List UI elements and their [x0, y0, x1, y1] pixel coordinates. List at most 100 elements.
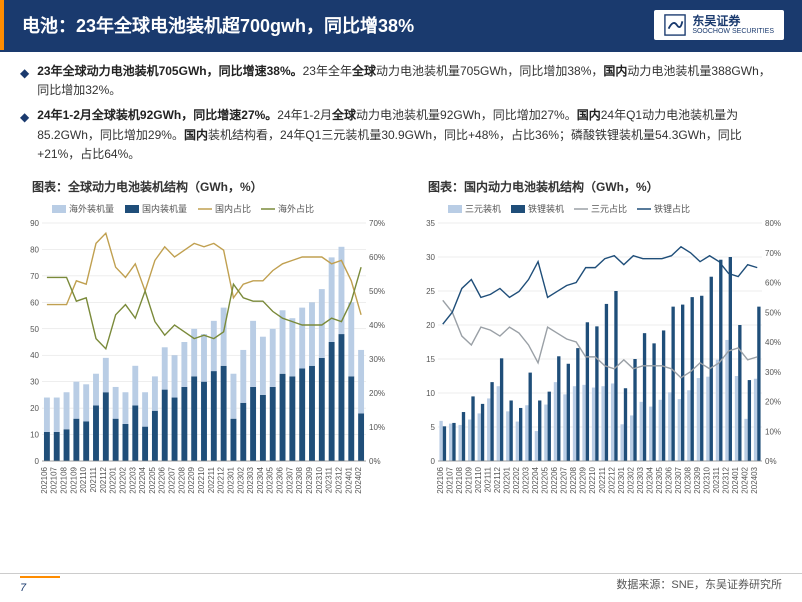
svg-text:70%: 70% — [765, 249, 781, 258]
svg-text:202211: 202211 — [598, 466, 607, 493]
svg-text:10: 10 — [30, 430, 39, 439]
svg-text:202305: 202305 — [266, 466, 275, 493]
svg-text:202202: 202202 — [118, 466, 127, 493]
data-source: 数据来源：SNE，东吴证券研究所 — [616, 576, 782, 594]
svg-text:40: 40 — [30, 351, 39, 360]
svg-text:5: 5 — [431, 423, 436, 432]
svg-text:202307: 202307 — [674, 466, 683, 493]
svg-text:202205: 202205 — [541, 466, 550, 493]
svg-text:20%: 20% — [765, 397, 781, 406]
chart-left-col: 图表：全球动力电池装机结构（GWh，%） 海外装机量国内装机量国内占比海外占比0… — [12, 174, 400, 544]
svg-text:202306: 202306 — [664, 466, 673, 493]
svg-text:202201: 202201 — [109, 466, 118, 493]
svg-text:30%: 30% — [369, 355, 385, 364]
slide-title: 电池：23年全球电池装机超700gwh，同比增38% — [22, 12, 414, 38]
svg-text:202312: 202312 — [334, 466, 343, 493]
diamond-icon: ◆ — [20, 108, 29, 164]
svg-text:20: 20 — [426, 321, 435, 330]
svg-text:202312: 202312 — [722, 466, 731, 493]
svg-text:202302: 202302 — [236, 466, 245, 493]
svg-text:15: 15 — [426, 355, 435, 364]
svg-text:202107: 202107 — [50, 466, 59, 493]
svg-text:202305: 202305 — [655, 466, 664, 493]
bullet-text-2: 24年1-2月全球装机92GWh，同比增速27%。24年1-2月全球动力电池装机… — [37, 106, 782, 164]
logo-icon — [664, 14, 686, 36]
svg-text:80: 80 — [30, 245, 39, 254]
svg-text:202111: 202111 — [483, 466, 492, 492]
svg-text:30%: 30% — [765, 368, 781, 377]
svg-text:三元装机: 三元装机 — [465, 203, 501, 214]
svg-text:202403: 202403 — [750, 466, 759, 493]
svg-text:10%: 10% — [765, 427, 781, 436]
svg-text:202108: 202108 — [455, 466, 464, 493]
svg-text:海外装机量: 海外装机量 — [69, 203, 114, 214]
svg-text:202304: 202304 — [645, 466, 654, 493]
svg-text:202204: 202204 — [138, 466, 147, 493]
svg-text:202306: 202306 — [276, 466, 285, 493]
svg-text:202301: 202301 — [226, 466, 235, 493]
svg-text:202311: 202311 — [325, 466, 334, 493]
svg-text:202110: 202110 — [474, 466, 483, 493]
svg-text:202202: 202202 — [512, 466, 521, 493]
svg-text:70%: 70% — [369, 219, 385, 228]
svg-text:202108: 202108 — [60, 466, 69, 493]
svg-text:50%: 50% — [765, 308, 781, 317]
svg-text:90: 90 — [30, 219, 39, 228]
svg-text:30: 30 — [30, 378, 39, 387]
svg-text:202205: 202205 — [148, 466, 157, 493]
svg-text:202112: 202112 — [493, 466, 502, 493]
svg-text:202307: 202307 — [285, 466, 294, 493]
svg-text:202204: 202204 — [531, 466, 540, 493]
svg-text:202308: 202308 — [295, 466, 304, 493]
svg-text:202310: 202310 — [315, 466, 324, 493]
svg-text:50%: 50% — [369, 287, 385, 296]
bullet-section: ◆ 23年全球动力电池装机705GWh，同比增速38%。23年全年全球动力电池装… — [0, 52, 802, 174]
svg-text:202211: 202211 — [207, 466, 216, 493]
svg-text:202309: 202309 — [693, 466, 702, 493]
svg-text:202208: 202208 — [569, 466, 578, 493]
logo-text-en: SOOCHOW SECURITIES — [692, 28, 774, 36]
svg-text:202209: 202209 — [187, 466, 196, 493]
svg-text:202302: 202302 — [626, 466, 635, 493]
svg-text:202109: 202109 — [69, 466, 78, 493]
svg-text:40%: 40% — [369, 321, 385, 330]
svg-text:202212: 202212 — [607, 466, 616, 493]
svg-text:30: 30 — [426, 253, 435, 262]
slide-header: 电池：23年全球电池装机超700gwh，同比增38% 东吴证券 SOOCHOW … — [0, 0, 802, 50]
svg-text:202109: 202109 — [464, 466, 473, 493]
svg-text:10: 10 — [426, 389, 435, 398]
svg-text:35: 35 — [426, 219, 435, 228]
svg-text:202210: 202210 — [588, 466, 597, 493]
svg-text:202107: 202107 — [445, 466, 454, 493]
svg-text:202207: 202207 — [560, 466, 569, 493]
chart2-svg: 三元装机铁锂装机三元占比铁锂占比051015202530350%10%20%30… — [408, 199, 796, 539]
page-number: 7 — [20, 576, 60, 594]
svg-text:202203: 202203 — [128, 466, 137, 493]
chart1-title: 图表：全球动力电池装机结构（GWh，%） — [32, 178, 400, 195]
svg-text:202106: 202106 — [436, 466, 445, 493]
chart-right-col: 图表：国内动力电池装机结构（GWh，%） 三元装机铁锂装机三元占比铁锂占比051… — [408, 174, 796, 544]
svg-text:202303: 202303 — [636, 466, 645, 493]
svg-text:20: 20 — [30, 404, 39, 413]
chart1-svg: 海外装机量国内装机量国内占比海外占比01020304050607080900%1… — [12, 199, 400, 539]
svg-text:202209: 202209 — [579, 466, 588, 493]
svg-text:202311: 202311 — [712, 466, 721, 493]
svg-text:202208: 202208 — [177, 466, 186, 493]
charts-row: 图表：全球动力电池装机结构（GWh，%） 海外装机量国内装机量国内占比海外占比0… — [0, 174, 802, 544]
svg-text:铁锂装机: 铁锂装机 — [528, 203, 564, 214]
svg-text:202402: 202402 — [354, 466, 363, 493]
svg-text:202111: 202111 — [89, 466, 98, 492]
svg-text:202106: 202106 — [40, 466, 49, 493]
bullet-text-1: 23年全球动力电池装机705GWh，同比增速38%。23年全年全球动力电池装机量… — [37, 62, 782, 100]
footer-divider — [0, 573, 802, 574]
svg-text:三元占比: 三元占比 — [591, 203, 627, 214]
diamond-icon: ◆ — [20, 64, 29, 100]
svg-text:202110: 202110 — [79, 466, 88, 493]
svg-text:202201: 202201 — [502, 466, 511, 493]
svg-text:60: 60 — [30, 298, 39, 307]
svg-text:铁锂占比: 铁锂占比 — [654, 203, 690, 214]
svg-text:40%: 40% — [765, 338, 781, 347]
svg-text:10%: 10% — [369, 423, 385, 432]
svg-text:海外占比: 海外占比 — [278, 203, 314, 214]
bullet-item: ◆ 24年1-2月全球装机92GWh，同比增速27%。24年1-2月全球动力电池… — [20, 106, 782, 164]
